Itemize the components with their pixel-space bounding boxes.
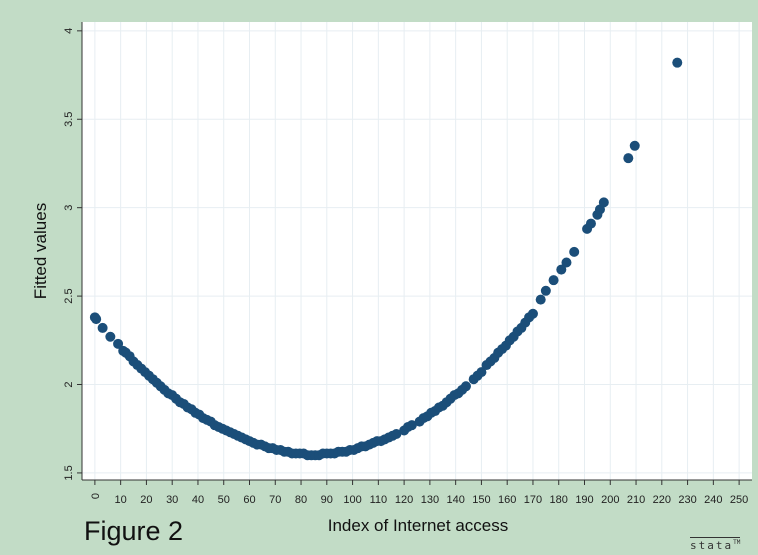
- x-tick-label: 90: [321, 494, 333, 506]
- data-point: [672, 57, 683, 68]
- data-point: [629, 140, 640, 151]
- x-tick-label: 70: [269, 494, 281, 506]
- x-tick-label: 130: [421, 494, 439, 506]
- x-tick-label: 40: [192, 494, 204, 506]
- data-point: [598, 197, 609, 208]
- x-tick-label: 20: [140, 494, 152, 506]
- y-tick-label: 2: [63, 381, 75, 387]
- x-tick-label: 240: [704, 494, 722, 506]
- data-point: [585, 218, 596, 229]
- data-point: [105, 331, 116, 342]
- x-tick-label: 100: [343, 494, 361, 506]
- data-point: [561, 257, 572, 268]
- x-tick-label: 10: [115, 494, 127, 506]
- x-tick-label: 220: [653, 494, 671, 506]
- x-tick-label: 190: [575, 494, 593, 506]
- data-points: [89, 57, 683, 461]
- data-point: [540, 285, 551, 296]
- x-tick-label: 170: [524, 494, 542, 506]
- data-point: [460, 381, 471, 392]
- y-tick-label: 2.5: [63, 288, 75, 303]
- data-point: [569, 246, 580, 257]
- data-point: [406, 420, 417, 431]
- data-point: [527, 308, 538, 319]
- data-point: [476, 367, 487, 378]
- stata-logo: stataTM: [690, 537, 741, 552]
- data-point: [548, 275, 559, 286]
- y-tick-label: 1.5: [63, 465, 75, 480]
- x-tick-label: 150: [472, 494, 490, 506]
- data-point: [623, 153, 634, 164]
- axis-ticks: 0 10 20 30 40 50 60 70 80 90 100 110 120 130 140 150 160…: [63, 28, 748, 506]
- x-tick-label: 30: [166, 494, 178, 506]
- y-tick-label: 3.5: [63, 112, 75, 127]
- x-tick-label: 140: [446, 494, 464, 506]
- data-point: [391, 429, 402, 440]
- y-tick-label: 3: [63, 205, 75, 211]
- gridlines: [82, 22, 752, 480]
- x-tick-label: 80: [295, 494, 307, 506]
- stata-logo-text: stata: [690, 539, 734, 552]
- plot-region: [82, 22, 752, 480]
- data-point: [535, 294, 546, 305]
- data-point: [97, 322, 108, 333]
- x-tick-label: 0: [90, 493, 102, 499]
- x-tick-label: 160: [498, 494, 516, 506]
- x-tick-label: 230: [678, 494, 696, 506]
- x-tick-label: 200: [601, 494, 619, 506]
- x-tick-label: 110: [370, 494, 388, 506]
- x-axis-label: Index of Internet access: [328, 516, 509, 535]
- y-tick-label: 4: [63, 28, 75, 34]
- stata-trademark: TM: [733, 539, 741, 546]
- x-tick-label: 180: [550, 494, 568, 506]
- data-point: [91, 314, 102, 325]
- data-point: [113, 338, 124, 349]
- x-tick-label: 210: [627, 494, 645, 506]
- x-tick-label: 60: [243, 494, 255, 506]
- y-axis-label: Fitted values: [31, 203, 50, 299]
- x-tick-label: 120: [395, 494, 413, 506]
- x-tick-label: 250: [730, 494, 748, 506]
- x-tick-label: 50: [218, 494, 230, 506]
- data-point: [556, 264, 567, 275]
- figure-caption: Figure 2: [84, 516, 184, 546]
